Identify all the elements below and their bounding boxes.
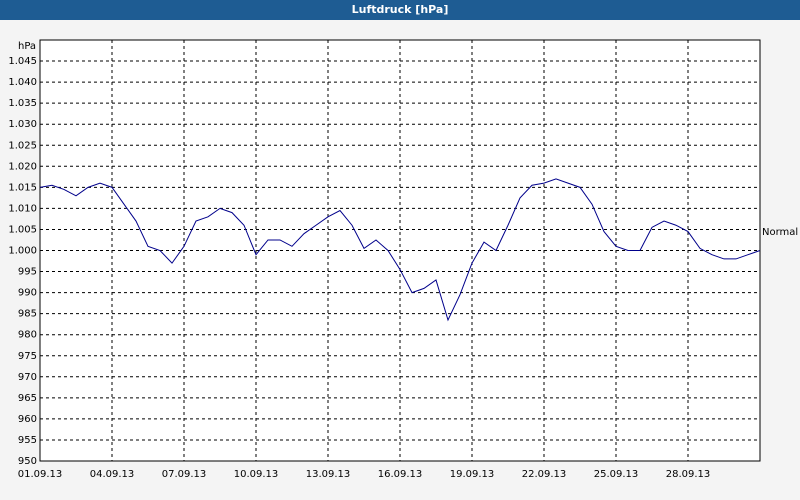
- annotation: Normal: [762, 227, 798, 238]
- x-tick-label: 13.09.13: [306, 469, 351, 480]
- y-tick-label: 1.010: [8, 203, 37, 214]
- y-tick-label: 1.025: [8, 140, 37, 151]
- y-tick-label: 955: [18, 435, 37, 446]
- y-tick-label: 1.020: [8, 161, 37, 172]
- y-tick-label: 970: [18, 372, 37, 383]
- y-tick-label: 980: [18, 330, 37, 341]
- y-tick-label: 960: [18, 414, 37, 425]
- y-tick-label: 950: [18, 456, 37, 467]
- y-tick-label: 965: [18, 393, 37, 404]
- x-tick-label: 19.09.13: [450, 469, 495, 480]
- x-tick-label: 28.09.13: [666, 469, 711, 480]
- data-line: [39, 178, 761, 322]
- x-tick-label: 10.09.13: [234, 469, 279, 480]
- y-tick-label: 1.000: [8, 246, 37, 257]
- y-tick-label: 985: [18, 309, 37, 320]
- x-tick-label: 04.09.13: [90, 469, 135, 480]
- chart: hPa Normal 950 955 960 965 970 975 980 985 990 99…: [8, 39, 798, 480]
- y-tick-label: 995: [18, 267, 37, 278]
- y-tick-label: 1.030: [8, 119, 37, 130]
- x-tick-label: 07.09.13: [162, 469, 207, 480]
- y-tick-label: 1.005: [8, 224, 37, 235]
- x-tick-label: 25.09.13: [594, 469, 639, 480]
- y-axis-label: hPa: [18, 41, 36, 52]
- y-tick-label: 1.040: [8, 77, 37, 88]
- y-tick-label: 990: [18, 288, 37, 299]
- x-tick-label: 01.09.13: [18, 469, 63, 480]
- y-tick-label: 1.045: [8, 56, 37, 67]
- y-tick-label: 975: [18, 351, 37, 362]
- x-tick-label: 22.09.13: [522, 469, 567, 480]
- y-tick-label: 1.035: [8, 98, 37, 109]
- chart-title: Luftdruck [hPa]: [0, 0, 800, 20]
- y-tick-label: 1.015: [8, 182, 37, 193]
- x-tick-label: 16.09.13: [378, 469, 423, 480]
